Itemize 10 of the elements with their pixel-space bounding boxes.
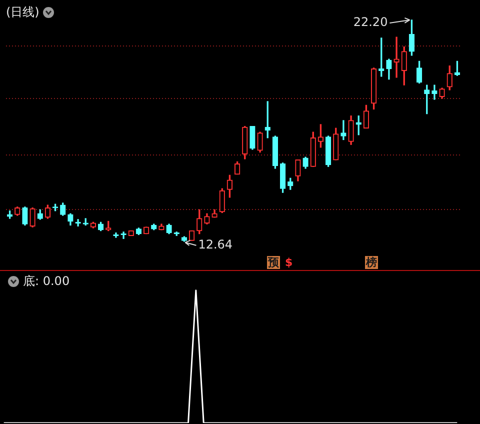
text: 榜 <box>365 256 378 269</box>
text: $ <box>284 256 294 269</box>
chart-title: 底: 0.00 <box>23 273 70 290</box>
chart-title: (日线) <box>6 5 40 19</box>
annotation: 22.20 <box>353 15 388 30</box>
text: 预 <box>267 256 280 269</box>
candlestick <box>394 36 400 78</box>
annotation: 12.64 <box>198 238 233 252</box>
candlestick <box>432 84 438 100</box>
candlestick <box>340 120 346 140</box>
